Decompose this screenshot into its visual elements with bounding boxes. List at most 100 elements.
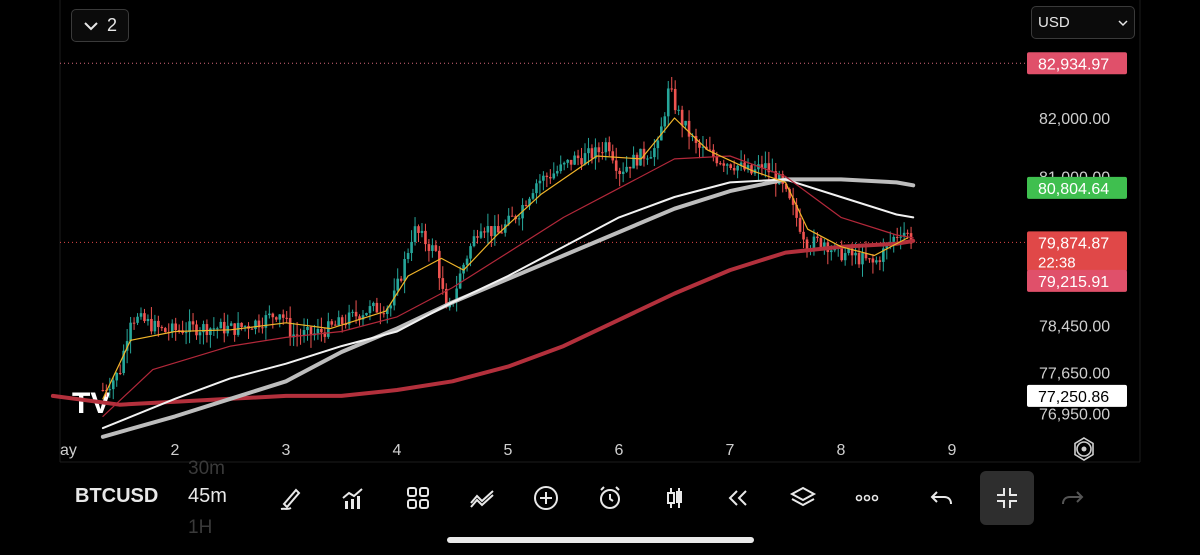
candle-body (285, 317, 288, 319)
candles-button[interactable] (655, 478, 695, 518)
candle-body (594, 147, 597, 159)
more-button[interactable] (847, 478, 887, 518)
ma-long-grey-line (100, 177, 916, 439)
price-label-text: 77,250.86 (1038, 389, 1109, 406)
candle-body (139, 313, 143, 317)
candle-body (784, 183, 788, 190)
ma-mid-line (102, 155, 914, 417)
layers-button[interactable] (783, 478, 823, 518)
candle-body (732, 168, 736, 171)
candle-body (653, 148, 656, 158)
candle-body (538, 180, 542, 184)
x-tick-label: 6 (615, 442, 624, 459)
interval-ghost-below: 1H (188, 517, 213, 538)
candle-body (531, 193, 535, 199)
fullscreen-collapse-button[interactable] (980, 471, 1034, 525)
candle-body (271, 313, 275, 318)
candle-body (878, 260, 882, 262)
price-label-countdown: 22:38 (1038, 254, 1076, 271)
candle-body (261, 327, 264, 329)
alert-button[interactable] (590, 478, 630, 518)
candle-body (524, 205, 528, 207)
collapse-count: 2 (106, 15, 117, 35)
candle-body (160, 327, 164, 329)
candle-body (684, 120, 687, 126)
candle-body (500, 232, 504, 234)
replay-icon (728, 490, 747, 506)
candle-body (320, 328, 323, 333)
price-label-series (1027, 384, 1127, 407)
candle-body (424, 230, 427, 245)
interval-button[interactable]: 45m (188, 485, 227, 507)
candle-body (417, 226, 420, 233)
candle-body (510, 215, 514, 217)
candle-body (413, 226, 417, 243)
candle-body (909, 233, 913, 244)
candle-body (708, 149, 712, 151)
candle-body (219, 321, 223, 329)
candle-body (642, 148, 646, 159)
candle-body (330, 321, 334, 325)
candle-body (899, 236, 902, 238)
candle-body (410, 242, 413, 254)
candle-body (302, 330, 306, 336)
candle-body (476, 236, 479, 238)
candle-body (486, 226, 490, 233)
candle-body (153, 320, 157, 332)
price-chart[interactable]: TV82,000.0081,000.0079,930.0078,450.0077… (0, 0, 1200, 465)
x-tick-label: 8 (837, 442, 846, 459)
candle-body (465, 258, 469, 265)
indicators-button[interactable] (333, 478, 373, 518)
currency-select[interactable]: USD (1031, 6, 1135, 39)
candle-body (108, 389, 112, 391)
candle-body (191, 321, 195, 325)
candle-body (906, 232, 909, 234)
candle-body (278, 314, 282, 320)
candle-body (562, 162, 566, 165)
candle-body (639, 148, 642, 166)
settings-icon[interactable] (1076, 441, 1092, 457)
price-label-series (1027, 176, 1127, 199)
candle-body (229, 323, 233, 326)
candle-body (729, 164, 732, 169)
chevron-down-icon (84, 21, 98, 30)
undo-button[interactable] (922, 478, 962, 518)
candle-body (559, 164, 563, 172)
redo-button[interactable] (1052, 478, 1092, 518)
price-label-text: 79,215.91 (1038, 274, 1109, 291)
candle-body (347, 312, 351, 325)
candle-body (798, 217, 802, 232)
templates-button[interactable] (398, 478, 438, 518)
candle-body (184, 332, 188, 334)
candle-body (868, 258, 871, 260)
candle-body (691, 135, 694, 137)
candle-body (118, 373, 122, 375)
x-tick-label: 3 (282, 442, 291, 459)
candle-body (396, 278, 399, 291)
candle-body (406, 253, 410, 260)
add-button[interactable] (526, 478, 566, 518)
chart-canvas[interactable]: TV82,000.0081,000.0079,930.0078,450.0077… (0, 0, 1200, 465)
add-icon (534, 486, 558, 510)
price-label-series (1027, 269, 1127, 292)
symbol-button[interactable]: BTCUSD (75, 485, 159, 507)
drawings-button[interactable] (462, 478, 502, 518)
candle-body (354, 311, 358, 317)
ma-long-red-line (50, 238, 916, 407)
candle-body (861, 253, 864, 265)
candle-body (490, 226, 493, 237)
candle-body (309, 326, 313, 336)
brush-button[interactable] (270, 478, 310, 518)
candle-body (177, 330, 181, 332)
candle-body (438, 250, 441, 279)
ma-long-white-line (101, 178, 915, 430)
candle-body (458, 273, 462, 289)
replay-button[interactable] (718, 478, 758, 518)
candle-body (590, 148, 594, 159)
collapse-indicators-button[interactable]: 2 (71, 9, 129, 42)
chevron-down-icon (1118, 19, 1128, 26)
y-tick-label: 76,950.00 (1039, 406, 1110, 423)
candle-body (382, 313, 386, 315)
candle-body (725, 164, 729, 166)
candle-body (722, 163, 726, 166)
